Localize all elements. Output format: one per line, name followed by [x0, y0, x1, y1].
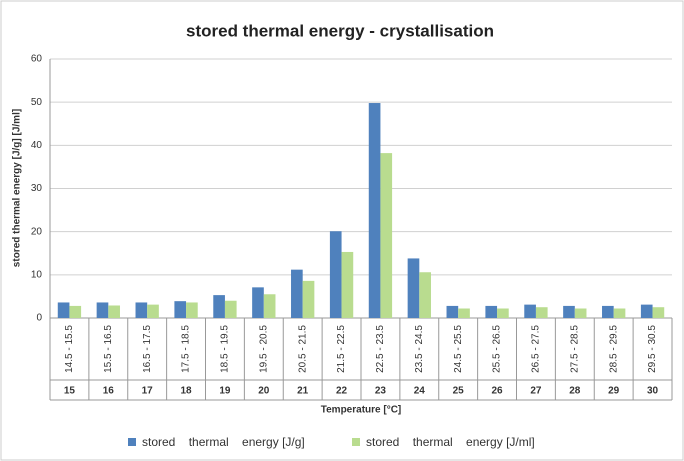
bar: [135, 302, 148, 318]
bar: [652, 307, 665, 318]
x-tick-label: 20.5 - 21.5: [297, 325, 308, 373]
bar: [602, 305, 614, 318]
bar: [96, 302, 109, 318]
x-group-label: 21: [297, 386, 309, 397]
x-tick-label: 15.5 - 16.5: [103, 325, 114, 373]
x-tick-label: 23.5 - 24.5: [414, 325, 425, 373]
x-tick-label: 25.5 - 26.5: [492, 325, 503, 373]
bar: [563, 305, 575, 318]
x-group-label: 17: [142, 386, 154, 397]
bar: [263, 294, 276, 318]
bar: [302, 280, 315, 318]
bar: [497, 308, 509, 318]
x-tick-label: 17.5 - 18.5: [181, 325, 192, 373]
bar: [640, 304, 653, 318]
bar: [446, 305, 459, 318]
bar: [524, 304, 536, 318]
bar: [341, 251, 354, 318]
y-tick-label: 60: [31, 54, 43, 65]
chart-title: stored thermal energy - crystallisation: [186, 21, 494, 40]
bar: [252, 287, 264, 318]
legend-label: stored thermal energy [J/ml]: [366, 435, 535, 449]
x-tick-label: 19.5 - 20.5: [258, 325, 269, 373]
x-tick-label: 22.5 - 23.5: [375, 325, 386, 373]
x-tick-label: 18.5 - 19.5: [220, 325, 231, 373]
bar: [57, 302, 70, 318]
bar: [535, 307, 548, 318]
y-tick-label: 0: [36, 313, 42, 324]
x-group-label: 15: [64, 386, 76, 397]
legend-swatch: [128, 438, 136, 446]
bar: [224, 300, 237, 318]
bar: [574, 308, 587, 318]
legend-swatch: [352, 438, 360, 446]
x-group-label: 24: [414, 386, 426, 397]
bar: [368, 103, 381, 318]
x-group-label: 29: [608, 386, 620, 397]
bar: [291, 269, 303, 318]
legend-label: stored thermal energy [J/g]: [142, 435, 305, 449]
bar: [147, 304, 159, 318]
y-tick-label: 30: [31, 183, 43, 194]
bar: [485, 305, 498, 318]
x-tick-label: 21.5 - 22.5: [336, 325, 347, 373]
x-group-label: 22: [336, 386, 348, 397]
x-group-label: 25: [453, 386, 465, 397]
bar: [407, 258, 420, 318]
x-group-label: 27: [530, 386, 542, 397]
y-tick-label: 20: [31, 226, 43, 237]
x-group-label: 26: [492, 386, 504, 397]
y-axis-title: stored thermal energy [J/g] [J/ml]: [12, 109, 23, 267]
bar: [213, 295, 225, 318]
x-tick-label: 14.5 - 15.5: [64, 325, 75, 373]
bar: [108, 305, 120, 318]
y-tick-label: 50: [31, 97, 43, 108]
x-axis-title: Temperature [°C]: [321, 405, 402, 416]
x-tick-label: 29.5 - 30.5: [647, 325, 658, 373]
x-tick-label: 24.5 - 25.5: [453, 325, 464, 373]
x-group-label: 23: [375, 386, 387, 397]
bar: [186, 302, 198, 318]
bar: [174, 301, 187, 318]
x-tick-label: 28.5 - 29.5: [608, 325, 619, 373]
x-group-label: 28: [569, 386, 581, 397]
bar: [69, 305, 82, 318]
y-tick-label: 10: [31, 269, 43, 280]
bar: [329, 231, 342, 318]
x-tick-label: 26.5 - 27.5: [531, 325, 542, 373]
x-tick-label: 16.5 - 17.5: [142, 325, 153, 373]
bar: [419, 272, 431, 318]
x-group-label: 16: [103, 386, 115, 397]
bar: [613, 308, 626, 318]
y-tick-label: 40: [31, 140, 43, 151]
x-group-label: 18: [181, 386, 193, 397]
bar: [380, 153, 393, 318]
x-group-label: 19: [219, 386, 231, 397]
x-tick-label: 27.5 - 28.5: [569, 325, 580, 373]
x-group-label: 20: [258, 386, 270, 397]
x-group-label: 30: [647, 386, 659, 397]
bar: [458, 308, 470, 318]
